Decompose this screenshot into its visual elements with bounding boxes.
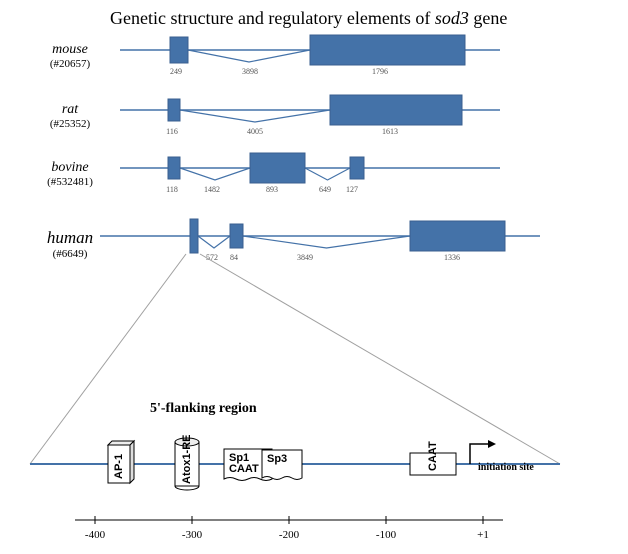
svg-text:5'-flanking region: 5'-flanking region	[150, 401, 257, 416]
svg-text:3849: 3849	[297, 253, 313, 262]
species-label-bovine: bovine(#532481)	[30, 160, 110, 188]
svg-text:3898: 3898	[242, 67, 258, 76]
svg-text:+1: +1	[477, 529, 489, 541]
svg-text:127: 127	[346, 185, 358, 194]
species-label-human: human(#6649)	[30, 228, 110, 260]
svg-text:-100: -100	[376, 529, 397, 541]
svg-text:1336: 1336	[444, 253, 460, 262]
svg-text:4005: 4005	[247, 127, 263, 136]
svg-text:-200: -200	[279, 529, 300, 541]
svg-text:AP-1: AP-1	[113, 454, 125, 479]
svg-text:initiation site: initiation site	[478, 462, 534, 473]
svg-text:1482: 1482	[204, 185, 220, 194]
svg-text:893: 893	[266, 185, 278, 194]
svg-text:1796: 1796	[372, 67, 388, 76]
svg-text:CAAT: CAAT	[229, 463, 259, 475]
svg-text:Atox1-RE: Atox1-RE	[181, 434, 193, 484]
svg-text:84: 84	[230, 253, 238, 262]
svg-text:118: 118	[166, 185, 178, 194]
svg-text:116: 116	[166, 127, 178, 136]
svg-text:649: 649	[319, 185, 331, 194]
species-label-mouse: mouse(#20657)	[30, 42, 110, 70]
svg-text:1613: 1613	[382, 127, 398, 136]
svg-text:CAAT: CAAT	[427, 441, 439, 471]
svg-text:Sp3: Sp3	[267, 453, 287, 465]
svg-text:-300: -300	[182, 529, 203, 541]
species-label-rat: rat(#25352)	[30, 102, 110, 130]
svg-text:-400: -400	[85, 529, 106, 541]
diagram-svg: 2493898179611640051613118148289364912757…	[0, 0, 628, 554]
svg-text:249: 249	[170, 67, 182, 76]
